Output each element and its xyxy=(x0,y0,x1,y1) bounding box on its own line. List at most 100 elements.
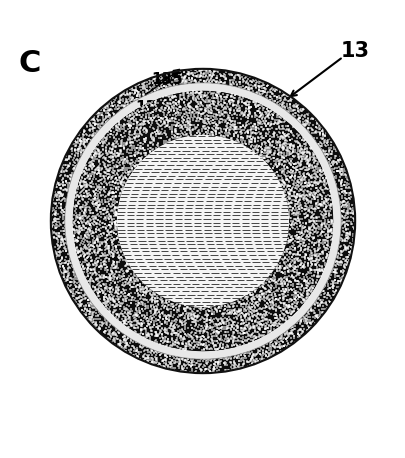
Point xyxy=(109,148,115,156)
Point xyxy=(266,305,272,313)
Point xyxy=(109,301,116,309)
Point xyxy=(243,337,249,344)
Point xyxy=(281,280,288,288)
Point xyxy=(319,200,325,207)
Point xyxy=(243,293,250,300)
Point xyxy=(271,342,277,349)
Point xyxy=(107,152,114,159)
Point xyxy=(286,195,292,202)
Point xyxy=(200,131,207,138)
Point xyxy=(104,296,111,303)
Point xyxy=(109,318,116,326)
Point xyxy=(70,268,77,276)
Point xyxy=(175,330,182,338)
Point xyxy=(222,355,228,363)
Point xyxy=(277,156,284,164)
Point xyxy=(104,277,110,284)
Point xyxy=(296,241,303,248)
Point xyxy=(229,86,236,93)
Point xyxy=(148,140,154,147)
Point xyxy=(77,223,83,230)
Point xyxy=(191,337,197,344)
Point xyxy=(283,195,289,202)
Point xyxy=(304,259,311,267)
Point xyxy=(113,127,119,134)
Point xyxy=(90,160,96,168)
Point xyxy=(178,125,184,132)
Point xyxy=(302,209,309,217)
Point xyxy=(110,295,116,302)
Point xyxy=(217,101,224,108)
Point xyxy=(237,316,243,323)
Point xyxy=(91,262,97,269)
Point xyxy=(279,151,286,158)
Point xyxy=(304,316,310,323)
Point xyxy=(267,107,273,114)
Point xyxy=(247,135,253,142)
Point xyxy=(337,278,344,285)
Point xyxy=(336,200,342,207)
Point xyxy=(152,131,159,138)
Point xyxy=(251,91,258,98)
Point xyxy=(76,197,83,204)
Point xyxy=(293,192,300,199)
Point xyxy=(344,207,351,214)
Point xyxy=(134,118,140,125)
Point xyxy=(256,112,263,120)
Point xyxy=(127,160,133,168)
Point xyxy=(207,118,213,125)
Point xyxy=(222,76,228,83)
Point xyxy=(266,327,273,334)
Point xyxy=(291,245,298,252)
Point xyxy=(96,139,102,147)
Point xyxy=(268,114,274,122)
Point xyxy=(122,315,128,322)
Point xyxy=(170,107,177,114)
Point xyxy=(321,151,328,158)
Point xyxy=(317,123,323,131)
Point xyxy=(132,300,139,307)
Point xyxy=(95,268,102,276)
Point xyxy=(83,189,90,196)
Point xyxy=(340,208,347,216)
Point xyxy=(130,144,136,151)
Point xyxy=(114,185,121,192)
Point xyxy=(283,195,289,202)
Point xyxy=(251,306,257,313)
Point xyxy=(279,295,286,302)
Point xyxy=(65,153,72,161)
Point xyxy=(111,209,117,216)
Point xyxy=(224,120,230,128)
Point xyxy=(257,113,263,120)
Point xyxy=(93,130,100,137)
Point xyxy=(144,303,151,310)
Point xyxy=(111,150,117,157)
Point xyxy=(106,282,113,289)
Point xyxy=(323,185,329,193)
Point xyxy=(105,100,112,107)
Point xyxy=(280,299,286,306)
Point xyxy=(284,109,291,116)
Point xyxy=(341,201,347,208)
Point xyxy=(258,281,264,288)
Point xyxy=(291,318,298,325)
Point xyxy=(320,212,326,219)
Point xyxy=(168,341,174,349)
Point xyxy=(273,142,280,149)
Point xyxy=(289,266,296,273)
Point xyxy=(250,339,256,347)
Point xyxy=(159,114,165,122)
Point xyxy=(297,317,304,324)
Point xyxy=(110,294,116,301)
Point xyxy=(95,244,101,251)
Point xyxy=(100,258,107,266)
Point xyxy=(266,135,273,142)
Point xyxy=(257,118,264,125)
Point xyxy=(296,142,303,149)
Point xyxy=(117,322,124,329)
Point xyxy=(87,294,94,301)
Point xyxy=(197,71,203,79)
Point xyxy=(127,161,133,168)
Point xyxy=(133,82,139,90)
Point xyxy=(261,84,268,91)
